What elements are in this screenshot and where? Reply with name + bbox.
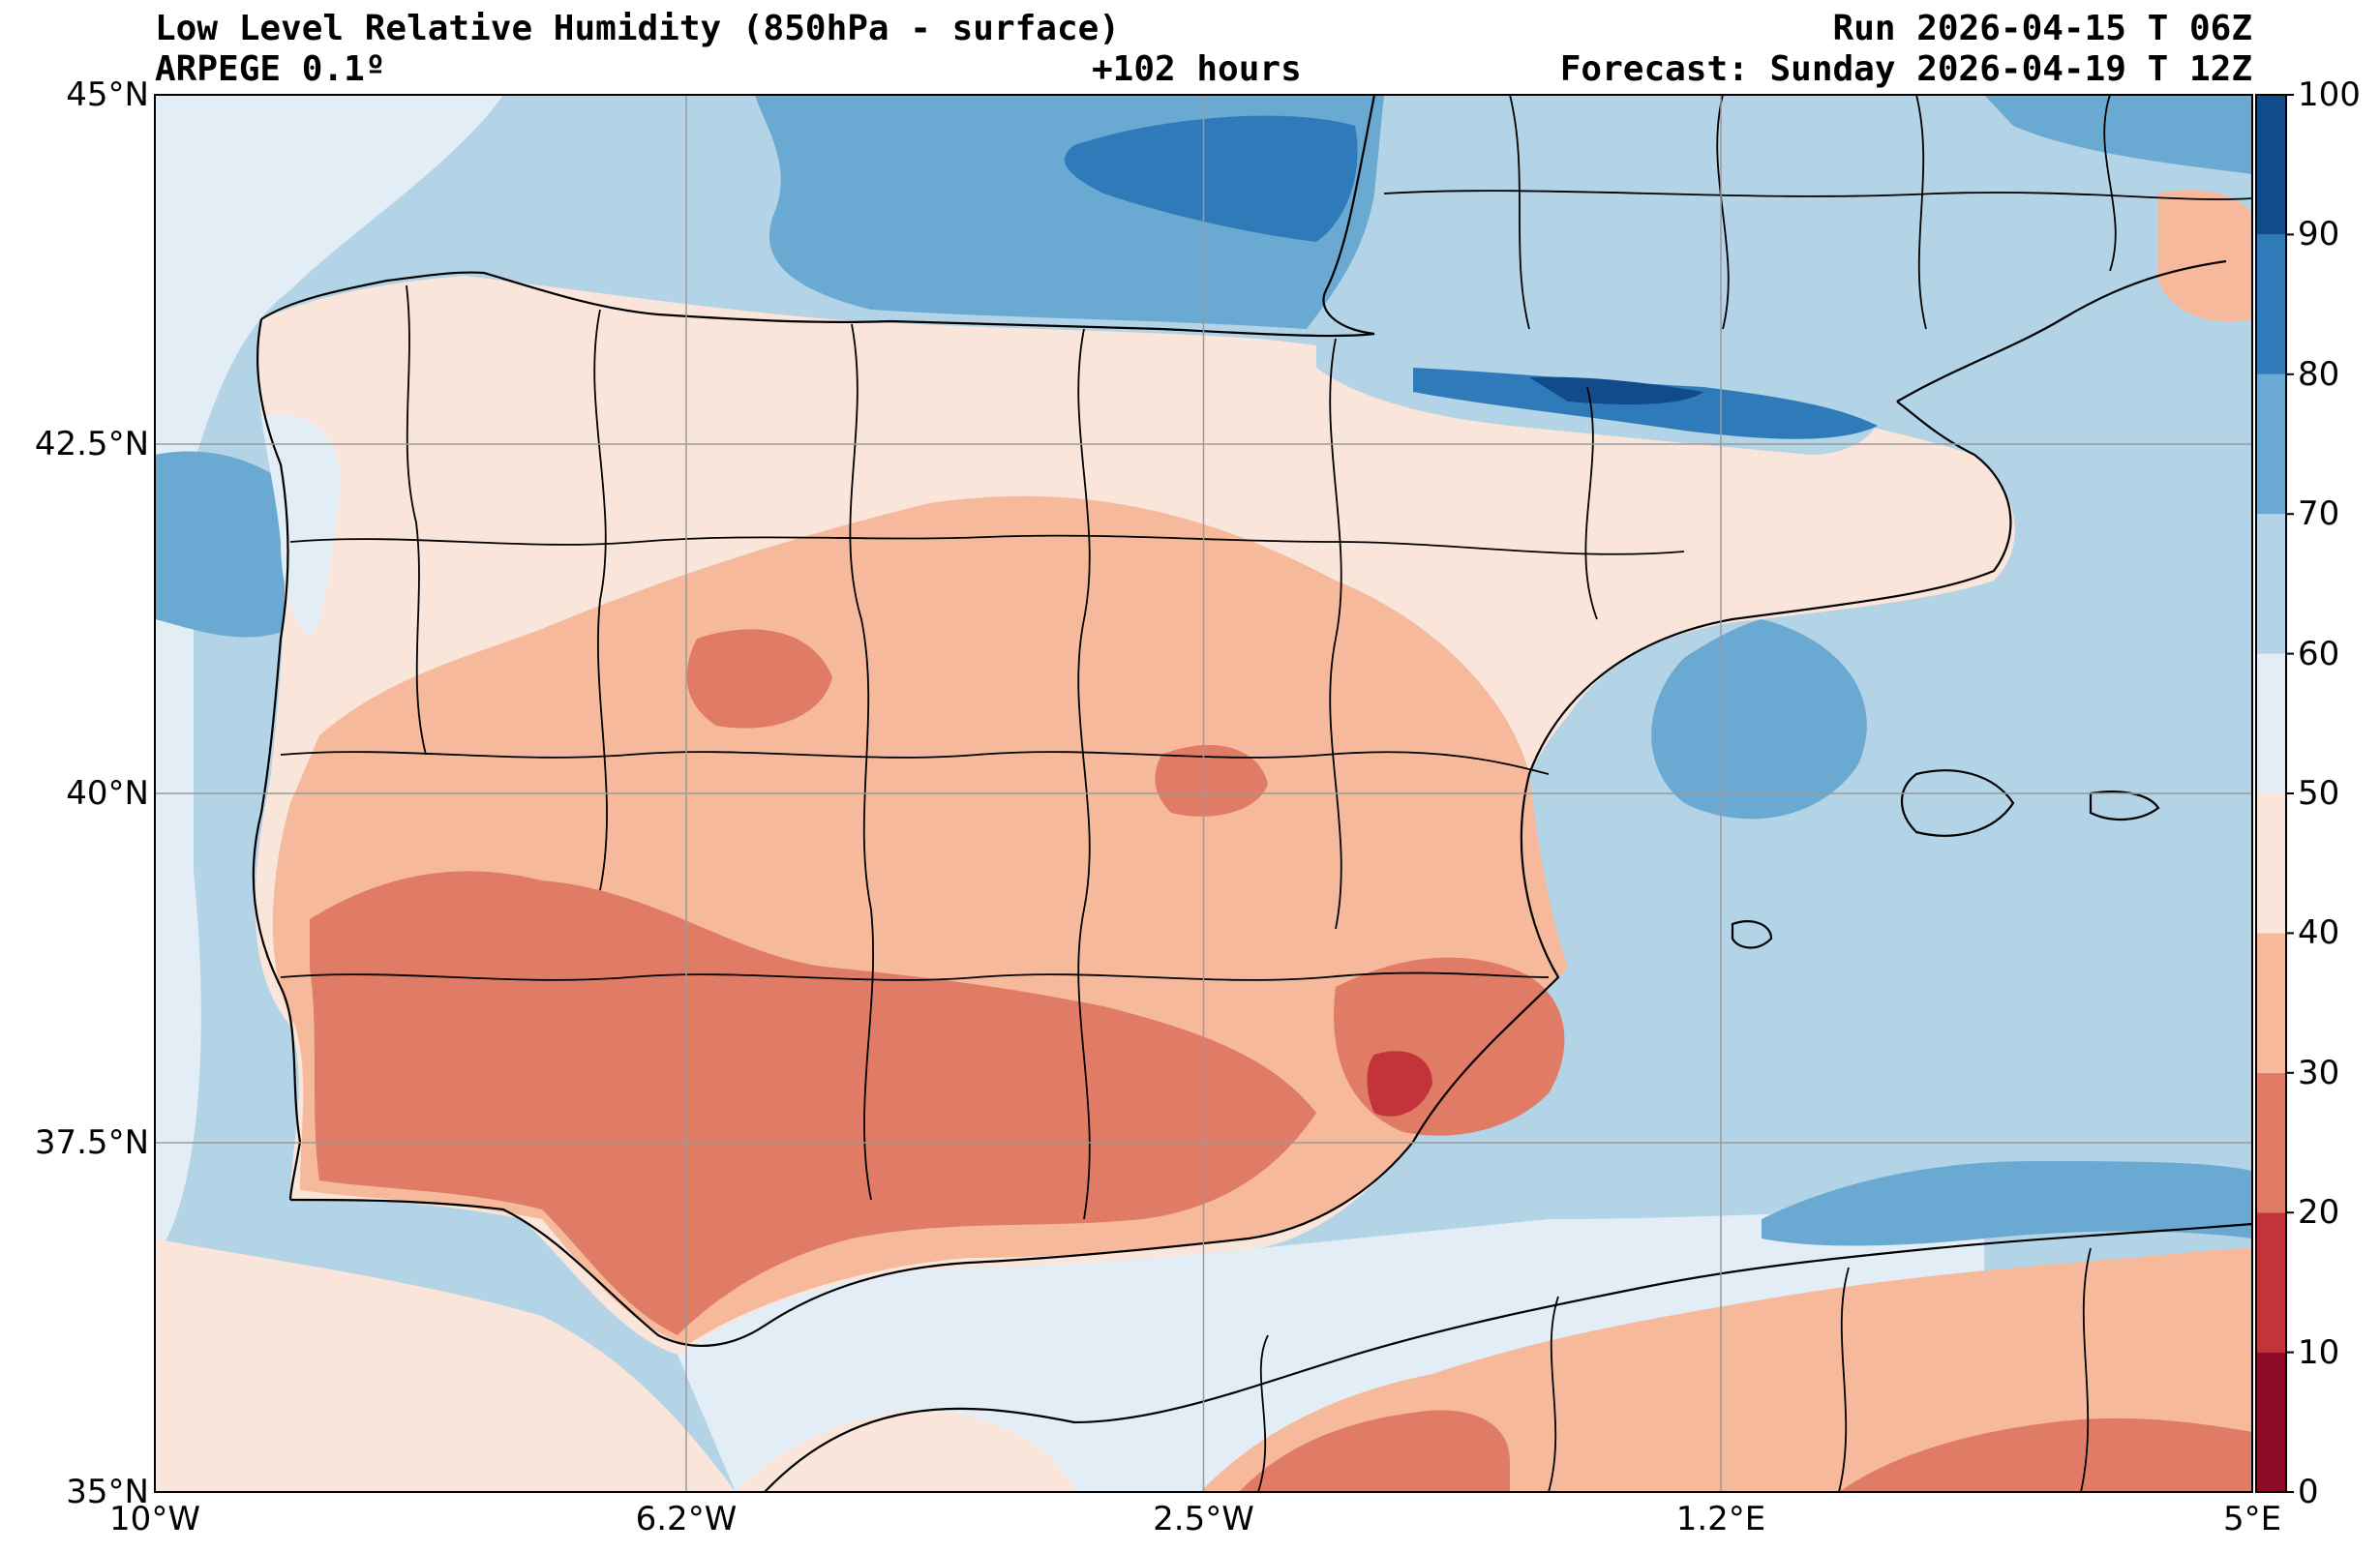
france-west-coast: [1322, 95, 1376, 336]
murcia-very-dry: [1367, 1051, 1432, 1117]
y-tick-label: 45°N: [66, 75, 149, 114]
border-africa-4: [2080, 1247, 2092, 1492]
forecast-label: Forecast: Sunday 2026-04-19 T 12Z: [1559, 49, 2252, 89]
x-tick-label: 10°W: [109, 1500, 200, 1538]
run-label: Run 2026-04-15 T 06Z: [1832, 9, 2252, 48]
med-south-moist: [1762, 1161, 2252, 1246]
colorbar-label: 90: [2298, 215, 2340, 254]
border-9: [280, 971, 1550, 981]
colorbar-segment: [2256, 933, 2286, 1073]
colorbar-label: 40: [2298, 913, 2340, 953]
coastline-borders: [252, 95, 2252, 1492]
colorbar-label: 50: [2298, 774, 2340, 813]
border-africa-3: [1838, 1267, 1850, 1492]
west-coast: [252, 318, 302, 1201]
colorbar-segment: [2256, 653, 2286, 793]
south-dry: [310, 871, 1316, 1335]
ibiza-coast: [1731, 920, 1773, 949]
colorbar-label: 30: [2298, 1053, 2340, 1092]
border-france-3: [1915, 95, 1927, 330]
colorbar-label: 0: [2298, 1473, 2319, 1511]
atlantic-west: [155, 95, 503, 1258]
border-8: [280, 751, 1550, 775]
murcia-dry: [1334, 957, 1565, 1136]
y-tick-label: 42.5°N: [34, 425, 149, 463]
mallorca-coast: [1901, 769, 2015, 837]
italy-dry: [2158, 190, 2252, 322]
border-france-2: [1716, 95, 1730, 330]
colorbar-segment: [2256, 234, 2286, 374]
north-africa-dry: [1839, 1418, 2252, 1492]
y-tick-label: 35°N: [66, 1473, 149, 1511]
border-1: [406, 284, 427, 756]
y-tick-label: 37.5°N: [34, 1123, 149, 1162]
x-tick-label: 1.2°E: [1675, 1500, 1766, 1538]
atlantic-southwest: [155, 1239, 736, 1492]
x-tick-label: 2.5°W: [1153, 1500, 1254, 1538]
colorbar-label: 20: [2298, 1193, 2340, 1233]
border-africa-1: [1257, 1334, 1269, 1492]
chart-title: Low Level Relative Humidity (850hPa - su…: [155, 9, 1120, 48]
central-dry-patch-1: [686, 629, 832, 729]
colorbar-label: 70: [2298, 494, 2340, 534]
colorbar-segment: [2256, 95, 2286, 235]
morocco-north: [736, 1410, 1074, 1492]
model-label: ARPEGE 0.1º: [155, 49, 386, 89]
border-6: [1584, 386, 1598, 620]
central-dry-patch-2: [1155, 745, 1268, 817]
colorbar-segment: [2256, 793, 2286, 934]
gulf-of-lion-coast: [1896, 259, 2227, 403]
balearic-sea-moist: [1651, 619, 1867, 820]
lead-time-label: +102 hours: [1092, 49, 1302, 89]
border-france-5: [1383, 190, 2252, 200]
alps-moist: [1984, 95, 2252, 174]
border-africa-2: [1548, 1296, 1559, 1492]
colorbar: [2255, 94, 2294, 1493]
map-frame: [154, 94, 2253, 1493]
pyrenees-wet-core: [1529, 376, 1703, 404]
border-2: [593, 309, 608, 891]
colorbar-label: 10: [2298, 1332, 2340, 1372]
border-4: [1077, 328, 1091, 1220]
menorca-coast: [2089, 791, 2160, 821]
border-5: [1329, 338, 1342, 930]
x-tick-label: 5°E: [2222, 1500, 2282, 1538]
colorbar-segment: [2256, 514, 2286, 654]
colorbar-segment: [2256, 1352, 2286, 1492]
france-land: [1384, 95, 2252, 348]
algeria-dry-patch: [1239, 1410, 1510, 1492]
colorbar-segment: [2256, 1072, 2286, 1213]
biscay-low-core: [1065, 115, 1358, 242]
border-7: [289, 534, 1685, 555]
border-3: [849, 323, 874, 1201]
x-tick-label: 6.2°W: [635, 1500, 738, 1538]
border-france-1: [1509, 95, 1530, 330]
colorbar-segment: [2256, 1212, 2286, 1353]
colorbar-label: 60: [2298, 634, 2340, 673]
colorbar-label: 100: [2298, 75, 2361, 114]
north-africa-coast: [764, 1222, 2252, 1492]
north-coast: [260, 271, 1375, 338]
colorbar-label: 80: [2298, 354, 2340, 394]
y-tick-label: 40°N: [66, 774, 149, 813]
colorbar-segment: [2256, 373, 2286, 515]
south-east-coast: [289, 401, 2012, 1347]
admin-borders: [280, 95, 2252, 1492]
border-france-4: [2103, 95, 2117, 272]
